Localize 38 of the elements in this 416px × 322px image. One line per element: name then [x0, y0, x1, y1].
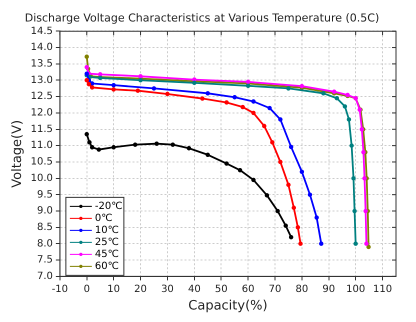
y-tick-label: 8.5	[36, 222, 53, 233]
y-tick-label: 10.5	[30, 156, 53, 168]
y-tick-label: 7.5	[36, 254, 53, 266]
x-tick-label: 90	[322, 284, 336, 295]
x-tick-label: 100	[346, 284, 366, 295]
x-tick-label: 30	[161, 284, 174, 295]
x-tick-label: 80	[296, 284, 308, 295]
x-tick-label: 40	[188, 284, 201, 295]
legend-label: -20℃	[94, 200, 122, 212]
y-tick-label: 11.5	[30, 124, 53, 135]
y-tick-label: 9.0	[36, 206, 53, 217]
x-axis-title: Capacity(%)	[188, 298, 268, 314]
x-tick-label: 110	[373, 284, 392, 295]
y-tick-label: 11.0	[30, 140, 53, 152]
x-tick-label: 70	[268, 284, 282, 295]
legend-label: 45℃	[94, 248, 119, 260]
legend-label: 25℃	[94, 236, 119, 248]
y-axis-title: Voltage(V)	[10, 120, 26, 188]
x-tick-label: 60	[242, 284, 254, 295]
y-tick-label: 13.5	[30, 58, 53, 70]
x-tick-label: 20	[134, 284, 147, 295]
y-tick-label: 12.5	[30, 91, 53, 102]
x-tick-label: 50	[214, 284, 228, 295]
chart-title: Discharge Voltage Characteristics at Various Temperature (0.5C)	[24, 11, 380, 24]
legend-label: 60℃	[94, 260, 119, 272]
y-tick-label: 10.0	[30, 172, 53, 184]
y-tick-label: 7.0	[36, 270, 53, 282]
y-tick-label: 8.0	[36, 238, 53, 250]
legend-label: 0℃	[94, 212, 112, 224]
legend-label: 10℃	[94, 224, 119, 236]
y-tick-label: 9.5	[36, 189, 53, 200]
y-tick-label: 13.0	[30, 74, 53, 86]
x-tick-label: 10	[107, 284, 120, 295]
y-tick-label: 14.0	[30, 42, 53, 54]
y-tick-label: 14.5	[30, 26, 53, 37]
x-tick-label: -10	[52, 284, 68, 295]
y-tick-label: 12.0	[30, 108, 53, 119]
x-tick-label: 0	[84, 284, 90, 295]
